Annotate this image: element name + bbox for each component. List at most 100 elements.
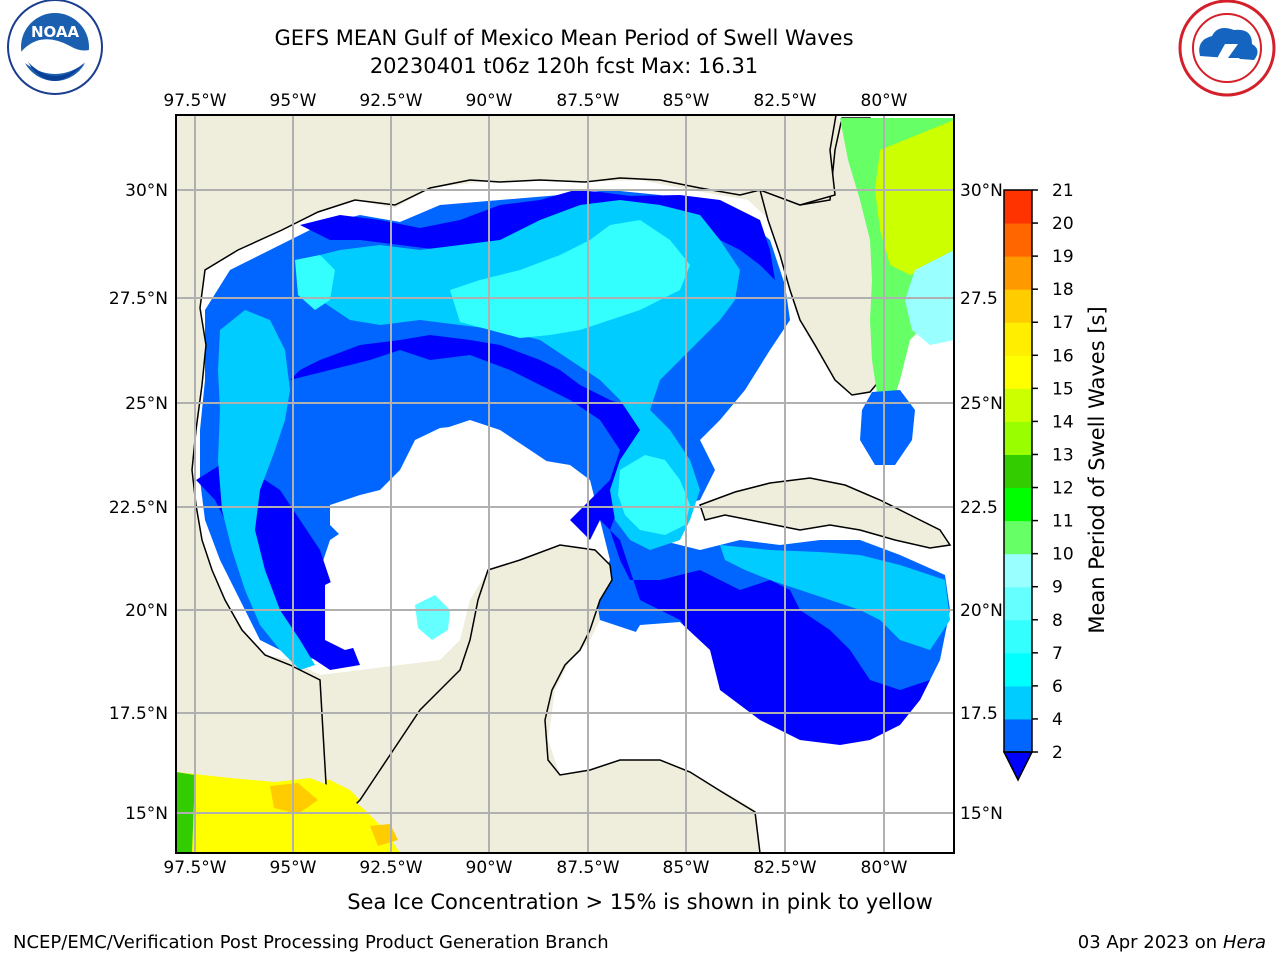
- colorbar-segment: [1004, 256, 1032, 290]
- lat-label: 30°N: [960, 181, 1003, 201]
- colorbar-segment: [1004, 223, 1032, 257]
- colorbar-segment: [1004, 520, 1032, 555]
- colorbar-segment: [1004, 652, 1032, 687]
- lon-label: 95°W: [270, 858, 317, 878]
- colorbar-tick-label: 6: [1052, 677, 1063, 697]
- swell-6-8s-bay: [415, 595, 450, 640]
- chart-subtitle: 20230401 t06z 120h fcst Max: 16.31: [369, 54, 759, 78]
- lon-label: 90°W: [466, 858, 513, 878]
- colorbar-tick-label: 14: [1052, 412, 1074, 432]
- colorbar-tick-label: 19: [1052, 247, 1074, 267]
- nodata-southwest-hole: [325, 575, 368, 650]
- noaa-logo-icon: NOAA: [7, 0, 103, 95]
- lon-label: 92.5°W: [359, 91, 422, 111]
- lon-label: 82.5°W: [753, 858, 816, 878]
- lat-labels-right: 30°N 27.5 25°N 22.5 20°N 17.5 15°N: [960, 181, 1003, 824]
- lon-label: 80°W: [861, 858, 908, 878]
- lon-labels-top: 97.5°W 95°W 92.5°W 90°W 87.5°W 85°W 82.5…: [163, 91, 907, 111]
- swell-6-8s-northwest: [295, 255, 335, 310]
- chart-title: GEFS MEAN Gulf of Mexico Mean Period of …: [274, 26, 854, 50]
- lon-label: 80°W: [861, 91, 908, 111]
- lat-label: 30°N: [125, 181, 168, 201]
- lon-label: 85°W: [663, 858, 710, 878]
- lon-label: 92.5°W: [359, 858, 422, 878]
- lon-label: 85°W: [663, 91, 710, 111]
- colorbar-segment: [1004, 355, 1032, 389]
- colorbar-segment: [1004, 289, 1032, 323]
- colorbar-tick-label: 9: [1052, 578, 1063, 598]
- swell-4-6s-region-west: [218, 310, 315, 670]
- lat-label: 17.5: [960, 704, 998, 724]
- colorbar-tick-label: 15: [1052, 379, 1074, 399]
- colorbar-segment: [1004, 487, 1032, 522]
- colorbar-tick-label: 10: [1052, 545, 1074, 565]
- footer-date: 03 Apr 2023 on Hera: [1078, 932, 1266, 953]
- colorbar-tick-label: 11: [1052, 512, 1074, 532]
- footer-credit: NCEP/EMC/Verification Post Processing Pr…: [13, 932, 609, 953]
- lat-label: 20°N: [960, 601, 1003, 621]
- swell-6-8s-region: [450, 220, 690, 338]
- colorbar: 2 4 6 7 8 9 10 11 12 13 14 15 16 17 18 19 20 21: [1002, 181, 1074, 782]
- colorbar-segment: [1004, 718, 1032, 753]
- colorbar-tick-label: 18: [1052, 280, 1074, 300]
- colorbar-tick-label: 8: [1052, 611, 1063, 631]
- colorbar-segment: [1004, 586, 1032, 621]
- lat-label: 27.5°N: [109, 289, 168, 309]
- lat-label: 27.5: [960, 289, 998, 309]
- colorbar-segment: [1004, 421, 1032, 455]
- colorbar-segment: [1004, 388, 1032, 422]
- lat-label: 22.5: [960, 498, 998, 518]
- colorbar-segment: [1004, 685, 1032, 720]
- colorbar-frame: [1003, 189, 1033, 753]
- colorbar-segment: [1004, 322, 1032, 356]
- colorbar-segment: [1004, 454, 1032, 489]
- lon-label: 87.5°W: [556, 858, 619, 878]
- swell-4-6s-region-east: [720, 545, 950, 650]
- swell-6-8s-central-south: [618, 455, 690, 535]
- colorbar-tick-label: 13: [1052, 445, 1074, 465]
- lat-label: 15°N: [960, 804, 1003, 824]
- colorbar-tick-label: 17: [1052, 313, 1074, 333]
- lon-label: 95°W: [270, 91, 317, 111]
- colorbar-segment: [1004, 619, 1032, 654]
- map-plot: [176, 115, 954, 853]
- colorbar-tick-label: 16: [1052, 346, 1074, 366]
- lat-label: 25°N: [960, 394, 1003, 414]
- lon-label: 90°W: [466, 91, 513, 111]
- lon-labels-bottom: 97.5°W 95°W 92.5°W 90°W 87.5°W 85°W 82.5…: [163, 858, 907, 878]
- footer-date-text: 03 Apr 2023 on: [1077, 932, 1223, 953]
- swell-straits-blue: [860, 390, 915, 465]
- colorbar-segment: [1004, 190, 1032, 224]
- colorbar-tick-label: 4: [1052, 710, 1063, 730]
- graticule: [176, 115, 954, 853]
- swell-deep-blue-north: [300, 190, 775, 280]
- lon-label: 97.5°W: [163, 858, 226, 878]
- nodata-central-hole: [330, 425, 590, 580]
- lat-label: 25°N: [125, 394, 168, 414]
- colorbar-segment: [1004, 553, 1032, 588]
- lon-label: 97.5°W: [163, 91, 226, 111]
- swell-deep-blue-region: [290, 335, 930, 745]
- colorbar-tick-label: 7: [1052, 644, 1063, 664]
- swell-atlantic-yellowgreen: [875, 120, 954, 275]
- colorbar-tick-label: 12: [1052, 479, 1074, 499]
- lat-label: 22.5°N: [109, 498, 168, 518]
- sea-ice-note: Sea Ice Concentration > 15% is shown in …: [347, 890, 933, 914]
- nws-logo-icon: [1178, 0, 1276, 97]
- cuba-land: [699, 477, 952, 549]
- colorbar-tick-label: 20: [1052, 214, 1074, 234]
- colorbar-extend-arrow: [1002, 751, 1034, 782]
- footer-host: Hera: [1222, 932, 1266, 953]
- lon-label: 82.5°W: [753, 91, 816, 111]
- colorbar-label: Mean Period of Swell Waves [s]: [1085, 306, 1109, 633]
- lat-label: 17.5°N: [109, 704, 168, 724]
- lat-label: 20°N: [125, 601, 168, 621]
- lat-labels-left: 30°N 27.5°N 25°N 22.5°N 20°N 17.5°N 15°N: [109, 181, 168, 824]
- lat-label: 15°N: [125, 804, 168, 824]
- map-frame: [175, 114, 955, 854]
- noaa-logo-text: NOAA: [31, 23, 80, 41]
- lon-label: 87.5°W: [556, 91, 619, 111]
- colorbar-tick-label: 21: [1052, 181, 1074, 201]
- colorbar-tick-label: 2: [1052, 743, 1063, 763]
